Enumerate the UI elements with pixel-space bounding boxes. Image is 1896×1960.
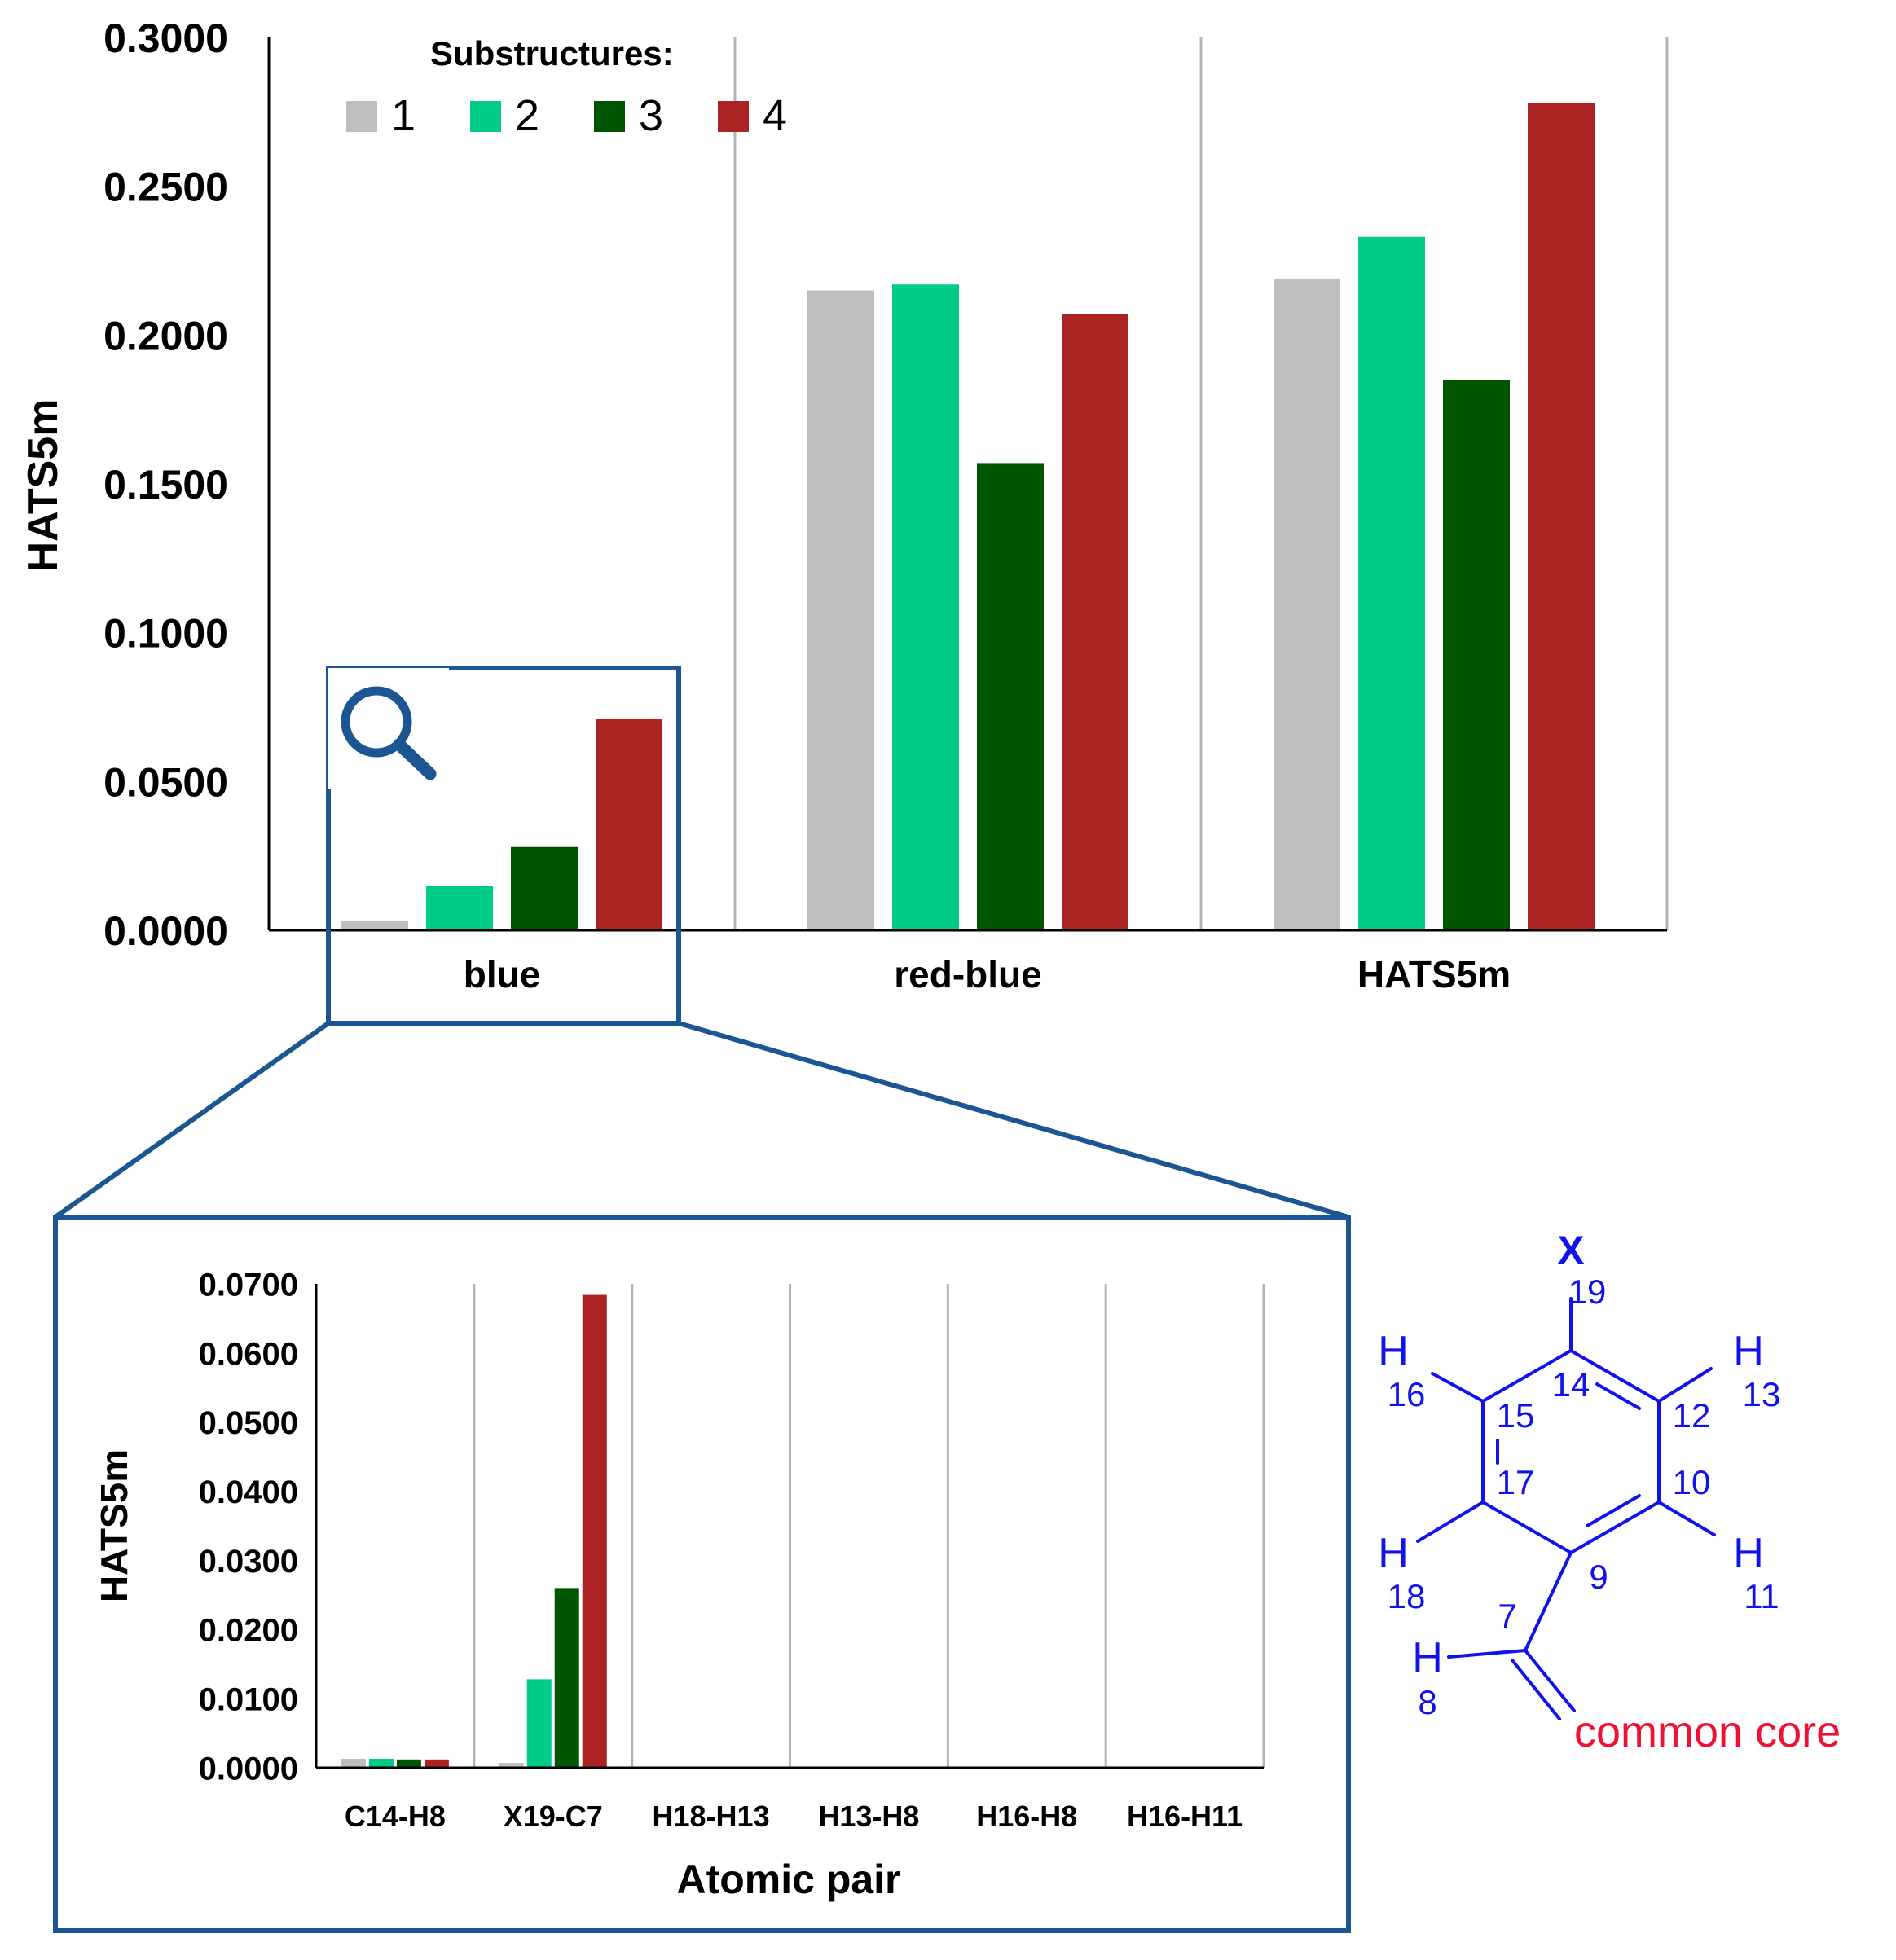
atom-number-7: 7 [1498, 1597, 1516, 1635]
atom-number-16: 16 [1388, 1375, 1426, 1413]
inset-bar-series1 [341, 1758, 366, 1768]
zoom-target-box [53, 1215, 1351, 1933]
main-bar-series1 [807, 290, 874, 930]
main-bar-series1 [1274, 278, 1340, 930]
inset-x-tick-label: X19-C7 [504, 1800, 603, 1833]
atom-number-19: 19 [1568, 1272, 1607, 1311]
inset-x-tick-label: H13-H8 [818, 1800, 919, 1833]
main-y-tick-label: 0.3000 [103, 15, 228, 61]
inset-bar-series4 [582, 1294, 607, 1768]
atom-number-13: 13 [1743, 1375, 1781, 1413]
atom-number-14: 14 [1552, 1365, 1590, 1404]
inset-x-tick-label: H18-H13 [653, 1800, 770, 1833]
inset-x-tick-label: H16-H11 [1127, 1800, 1243, 1833]
inset-y-tick-label: 0.0000 [199, 1751, 298, 1786]
inset-y-axis-label: HATS5m [93, 1449, 135, 1602]
zoom-connector-right [678, 1021, 1349, 1220]
main-bar-series1 [341, 921, 408, 930]
h-label-13: H [1733, 1328, 1764, 1375]
legend-swatch-4 [718, 101, 749, 132]
legend-label-1: 1 [391, 91, 416, 140]
main-bar-series4 [1062, 314, 1128, 930]
main-x-tick-label: HATS5m [1357, 953, 1511, 995]
inset-y-tick-label: 0.0300 [199, 1544, 298, 1580]
inset-x-tick-label: C14-H8 [345, 1800, 446, 1833]
zoom-callout [53, 666, 1351, 1933]
inset-y-tick-label: 0.0600 [199, 1336, 298, 1372]
legend-swatch-1 [346, 101, 377, 132]
inset-y-tick-label: 0.0100 [199, 1682, 298, 1718]
inset-y-tick-label: 0.0500 [199, 1405, 298, 1441]
legend: Substructures: 1 2 3 4 [346, 34, 787, 140]
inset-y-tick-label: 0.0700 [199, 1267, 298, 1303]
legend-swatch-2 [470, 101, 501, 132]
main-bar-series2 [892, 284, 959, 930]
inset-bar-series3 [554, 1588, 579, 1768]
legend-swatch-3 [594, 101, 625, 132]
inset-bar-series3 [396, 1759, 421, 1768]
main-bar-series3 [511, 846, 578, 930]
main-bar-series4 [596, 719, 662, 930]
atom-x-label: X [1557, 1228, 1584, 1273]
main-y-tick-label: 0.1000 [103, 611, 228, 657]
atom-number-18: 18 [1388, 1577, 1426, 1615]
legend-label-4: 4 [763, 91, 787, 140]
main-bar-series2 [426, 886, 493, 930]
inset-bar-series4 [424, 1759, 449, 1768]
inset-bar-series2 [526, 1679, 552, 1768]
main-bar-series3 [977, 463, 1044, 930]
legend-label-3: 3 [639, 91, 663, 140]
main-y-axis-label: HATS5m [20, 399, 67, 573]
atom-number-10: 10 [1673, 1463, 1711, 1501]
inset-y-tick-label: 0.0400 [199, 1474, 298, 1510]
inset-chart: 0.0000 0.0100 0.0200 0.0300 0.0400 0.0500 0.06… [93, 1267, 1265, 1902]
main-bar-series3 [1443, 380, 1510, 931]
inset-y-tick-label: 0.0200 [199, 1613, 298, 1649]
main-y-tick-label: 0.1500 [103, 462, 228, 508]
main-y-tick-label: 0.2000 [103, 313, 228, 358]
main-x-tick-label: red-blue [894, 953, 1041, 995]
h-label-18: H [1378, 1530, 1409, 1577]
zoom-source-box [326, 666, 681, 1026]
h-label-8: H [1412, 1634, 1443, 1681]
main-y-tick-label: 0.0500 [103, 759, 228, 805]
main-bar-series4 [1528, 103, 1595, 930]
main-chart: 0.0000 0.0500 0.1000 0.1500 0.2000 0.2500 0.30… [20, 15, 1669, 995]
atom-number-8: 8 [1418, 1683, 1436, 1721]
zoom-connector-left [54, 1021, 330, 1220]
legend-title: Substructures: [430, 34, 674, 73]
h-label-11: H [1733, 1530, 1764, 1577]
inset-x-axis-label: Atomic pair [676, 1857, 900, 1902]
legend-label-2: 2 [515, 91, 539, 140]
benzene-structure: X 19 H 16 14 H 13 15 12 17 10 H 18 9 H 1… [1378, 1228, 1841, 1756]
atom-number-15: 15 [1497, 1396, 1535, 1435]
h-label-16: H [1378, 1328, 1409, 1375]
inset-x-tick-label: H16-H8 [976, 1800, 1077, 1833]
atom-number-9: 9 [1589, 1558, 1608, 1596]
inset-bar-series2 [368, 1758, 394, 1768]
atom-number-12: 12 [1673, 1396, 1711, 1435]
common-core-label: common core [1574, 1707, 1841, 1756]
main-y-tick-label: 0.0000 [103, 908, 228, 954]
magnifier-icon [328, 668, 449, 789]
main-bar-series2 [1358, 236, 1425, 931]
atom-number-11: 11 [1744, 1577, 1779, 1615]
main-x-tick-label: blue [464, 953, 541, 995]
atom-number-17: 17 [1497, 1463, 1535, 1501]
main-y-tick-label: 0.2500 [103, 165, 228, 210]
inset-bar-series1 [499, 1763, 524, 1768]
